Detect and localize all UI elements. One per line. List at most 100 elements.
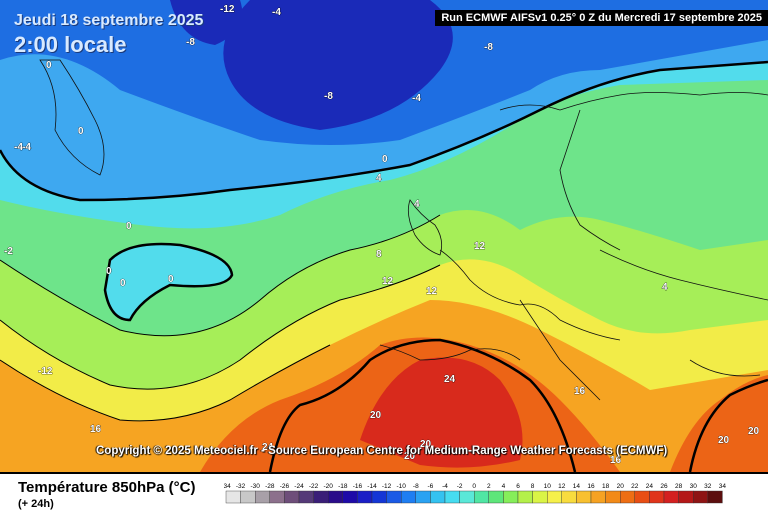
legend-color-cell bbox=[342, 490, 358, 504]
contour-label: 0 bbox=[78, 126, 84, 137]
contour-label: 16 bbox=[574, 386, 586, 397]
legend-tick-label: -10 bbox=[396, 483, 406, 490]
contour-label: -12 bbox=[220, 4, 235, 15]
run-info-banner: Run ECMWF AIFSv1 0.25° 0 Z du Mercredi 1… bbox=[435, 10, 768, 26]
legend-tick-label: 0 bbox=[472, 483, 476, 490]
contour-label: 20 bbox=[420, 439, 432, 450]
legend-color-cell bbox=[225, 490, 241, 504]
band-plus24-core bbox=[360, 357, 523, 468]
legend-tick-label: 32 bbox=[704, 483, 712, 490]
legend-tick-label: -30 bbox=[250, 483, 260, 490]
contour-label: 12 bbox=[426, 286, 438, 297]
legend-color-cell bbox=[357, 490, 373, 504]
arctic-cold-pocket bbox=[170, 0, 243, 45]
legend-color-cell bbox=[284, 490, 300, 504]
legend-tick-label: -12 bbox=[382, 483, 392, 490]
contour-label: 16 bbox=[610, 455, 622, 466]
zero-isotherm bbox=[0, 60, 768, 202]
contour-label: 0 bbox=[168, 274, 174, 285]
contour-label: 24 bbox=[444, 374, 456, 385]
twenty-isotherm-east bbox=[688, 378, 768, 472]
legend-tick-label: -18 bbox=[338, 483, 348, 490]
contour-label: 4 bbox=[376, 173, 382, 184]
legend-color-cell bbox=[298, 490, 314, 504]
copyright-notice: Copyright © 2025 Meteociel.fr - Source E… bbox=[96, 445, 668, 457]
contour-label: 0 bbox=[46, 60, 52, 71]
legend-color-cell bbox=[605, 490, 621, 504]
color-scale-legend: -34-32-30-28-26-24-22-20-18-16-14-12-10-… bbox=[224, 483, 726, 504]
legend-color-cell bbox=[517, 490, 533, 504]
legend-color-cell bbox=[707, 490, 723, 504]
legend-color-cell bbox=[532, 490, 548, 504]
contour-label: 0 bbox=[382, 154, 388, 165]
band-plus20-east bbox=[670, 375, 768, 472]
forecast-date: Jeudi 18 septembre 2025 bbox=[14, 12, 204, 29]
contour-label: 12 bbox=[382, 276, 394, 287]
eight-isotherm bbox=[0, 214, 441, 337]
contour-label: -4 bbox=[272, 7, 281, 18]
legend-tick-label: -26 bbox=[280, 483, 290, 490]
legend-tick-label: -14 bbox=[367, 483, 377, 490]
legend-tick-label: -20 bbox=[323, 483, 333, 490]
legend-color-cell bbox=[561, 490, 577, 504]
legend-color-cell bbox=[473, 490, 489, 504]
arctic-cold-core bbox=[223, 0, 453, 130]
legend-color-cell bbox=[313, 490, 329, 504]
coastlines bbox=[39, 59, 768, 401]
legend-tick-label: 8 bbox=[531, 483, 535, 490]
legend-color-cell bbox=[430, 490, 446, 504]
legend-tick-label: -6 bbox=[428, 483, 434, 490]
legend-color-cell bbox=[386, 490, 402, 504]
forecast-step: (+ 24h) bbox=[18, 498, 54, 510]
legend-color-cell bbox=[269, 490, 285, 504]
contour-label: -8 bbox=[186, 37, 195, 48]
contour-label: -4 bbox=[14, 142, 23, 153]
twenty-isotherm bbox=[268, 338, 577, 472]
contour-label: -12 bbox=[38, 366, 53, 377]
legend-tick-label: 26 bbox=[660, 483, 668, 490]
legend-tick-label: -4 bbox=[442, 483, 448, 490]
legend-color-cell bbox=[488, 490, 504, 504]
legend-color-cell bbox=[590, 490, 606, 504]
contour-label: 24 bbox=[262, 442, 274, 453]
legend-color-cell bbox=[547, 490, 563, 504]
contour-label: 8 bbox=[376, 249, 382, 260]
contour-label: 20 bbox=[718, 435, 730, 446]
twelve-isotherm bbox=[0, 264, 441, 390]
atlantic-cold-pocket bbox=[103, 242, 234, 322]
contour-label: 20 bbox=[370, 410, 382, 421]
contour-label: 20 bbox=[748, 426, 760, 437]
legend-color-cell bbox=[576, 490, 592, 504]
legend-color-cell bbox=[649, 490, 665, 504]
contour-label: 20 bbox=[404, 451, 416, 462]
legend-tick-label: 2 bbox=[487, 483, 491, 490]
legend-color-cell bbox=[634, 490, 650, 504]
legend-tick-label: 10 bbox=[544, 483, 552, 490]
legend-tick-label: 28 bbox=[675, 483, 683, 490]
contour-label: 0 bbox=[126, 221, 132, 232]
legend-tick-label: 12 bbox=[558, 483, 566, 490]
legend-color-cell bbox=[459, 490, 475, 504]
legend-color-cell bbox=[371, 490, 387, 504]
variable-title: Température 850hPa (°C) bbox=[18, 479, 196, 496]
contour-label: 12 bbox=[474, 241, 486, 252]
legend-color-cell bbox=[620, 490, 636, 504]
contour-label: -4 bbox=[412, 93, 421, 104]
legend-color-cell bbox=[693, 490, 709, 504]
legend-tick-label: 20 bbox=[617, 483, 625, 490]
legend-footer: Température 850hPa (°C) (+ 24h) -34 -32 -3… bbox=[0, 472, 768, 514]
legend-tick-label: -34 bbox=[224, 483, 231, 490]
contour-label: 0 bbox=[120, 278, 126, 289]
contour-label: 4 bbox=[662, 282, 668, 293]
legend-tick-label: 22 bbox=[631, 483, 639, 490]
legend-color-cell bbox=[240, 490, 256, 504]
legend-tick-label: 24 bbox=[646, 483, 654, 490]
sixteen-isotherm bbox=[0, 344, 331, 422]
legend-color-cell bbox=[327, 490, 343, 504]
legend-color-cell bbox=[678, 490, 694, 504]
legend-tick-label: 16 bbox=[587, 483, 595, 490]
legend-tick-label: 6 bbox=[516, 483, 520, 490]
